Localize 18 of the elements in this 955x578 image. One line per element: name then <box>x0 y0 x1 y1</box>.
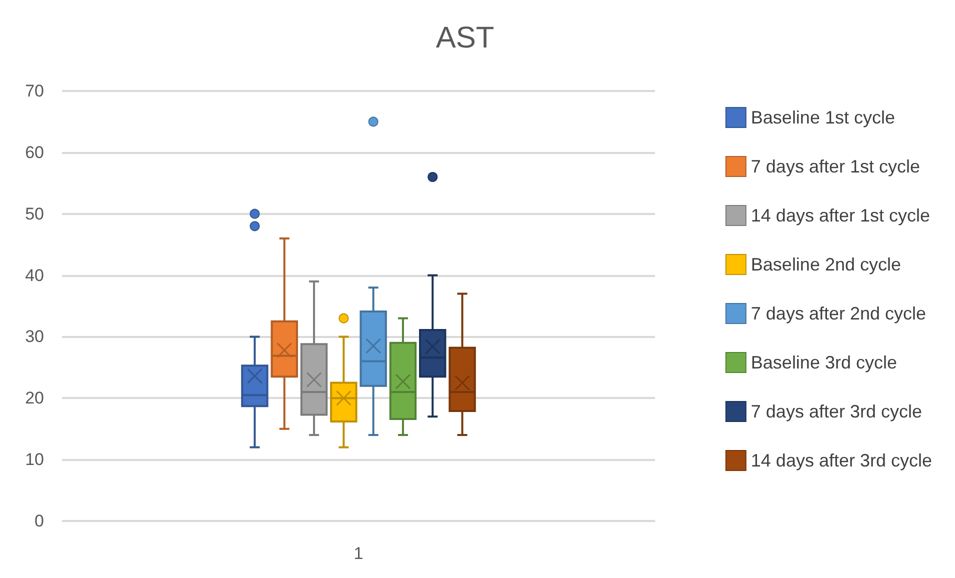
legend-label: 7 days after 3rd cycle <box>750 402 922 422</box>
legend-label: 14 days after 3rd cycle <box>750 450 932 470</box>
y-tick-label: 20 <box>25 388 44 408</box>
y-tick-label: 10 <box>25 450 44 470</box>
legend-label: Baseline 1st cycle <box>750 108 895 128</box>
y-tick-label: 0 <box>34 512 44 530</box>
legend-label: Baseline 3rd cycle <box>750 352 897 372</box>
y-tick-label: 40 <box>25 266 44 285</box>
y-tick-label: 60 <box>25 142 44 162</box>
legend-label: Baseline 2nd cycle <box>750 254 902 274</box>
legend-label: 14 days after 1st cycle <box>750 206 930 226</box>
chart-title: AST <box>436 22 494 54</box>
legend-label: 7 days after 1st cycle <box>750 156 920 176</box>
y-tick-label: 50 <box>25 204 44 224</box>
y-tick-label: 30 <box>25 327 44 346</box>
legend-label: 7 days after 2nd cycle <box>750 304 926 324</box>
y-tick-label: 70 <box>25 82 44 100</box>
x-tick-label: 1 <box>354 544 364 563</box>
